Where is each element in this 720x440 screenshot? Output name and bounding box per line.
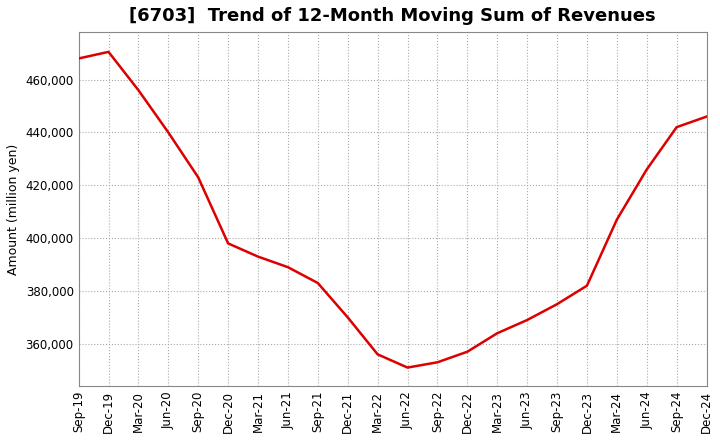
Title: [6703]  Trend of 12-Month Moving Sum of Revenues: [6703] Trend of 12-Month Moving Sum of R… bbox=[130, 7, 656, 25]
Y-axis label: Amount (million yen): Amount (million yen) bbox=[7, 143, 20, 275]
